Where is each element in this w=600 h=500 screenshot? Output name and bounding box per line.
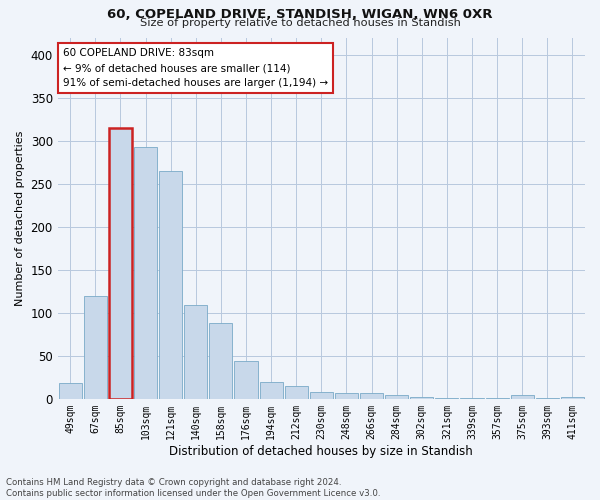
- Bar: [134, 147, 157, 399]
- Bar: [511, 396, 534, 399]
- Bar: [436, 398, 458, 399]
- Bar: [235, 361, 257, 399]
- Bar: [184, 305, 208, 399]
- Bar: [385, 394, 408, 399]
- Text: Contains HM Land Registry data © Crown copyright and database right 2024.
Contai: Contains HM Land Registry data © Crown c…: [6, 478, 380, 498]
- Bar: [460, 398, 484, 399]
- Bar: [159, 171, 182, 399]
- Bar: [260, 382, 283, 399]
- Bar: [284, 386, 308, 399]
- Bar: [59, 384, 82, 399]
- Text: 60, COPELAND DRIVE, STANDISH, WIGAN, WN6 0XR: 60, COPELAND DRIVE, STANDISH, WIGAN, WN6…: [107, 8, 493, 20]
- Bar: [561, 397, 584, 399]
- Bar: [485, 398, 509, 399]
- Bar: [109, 128, 132, 399]
- Bar: [84, 296, 107, 399]
- Bar: [536, 398, 559, 399]
- Bar: [310, 392, 333, 399]
- Text: 60 COPELAND DRIVE: 83sqm
← 9% of detached houses are smaller (114)
91% of semi-d: 60 COPELAND DRIVE: 83sqm ← 9% of detache…: [63, 48, 328, 88]
- Bar: [335, 393, 358, 399]
- Bar: [209, 323, 232, 399]
- Bar: [410, 397, 433, 399]
- Bar: [360, 393, 383, 399]
- Y-axis label: Number of detached properties: Number of detached properties: [15, 130, 25, 306]
- Text: Size of property relative to detached houses in Standish: Size of property relative to detached ho…: [140, 18, 460, 28]
- X-axis label: Distribution of detached houses by size in Standish: Distribution of detached houses by size …: [169, 444, 473, 458]
